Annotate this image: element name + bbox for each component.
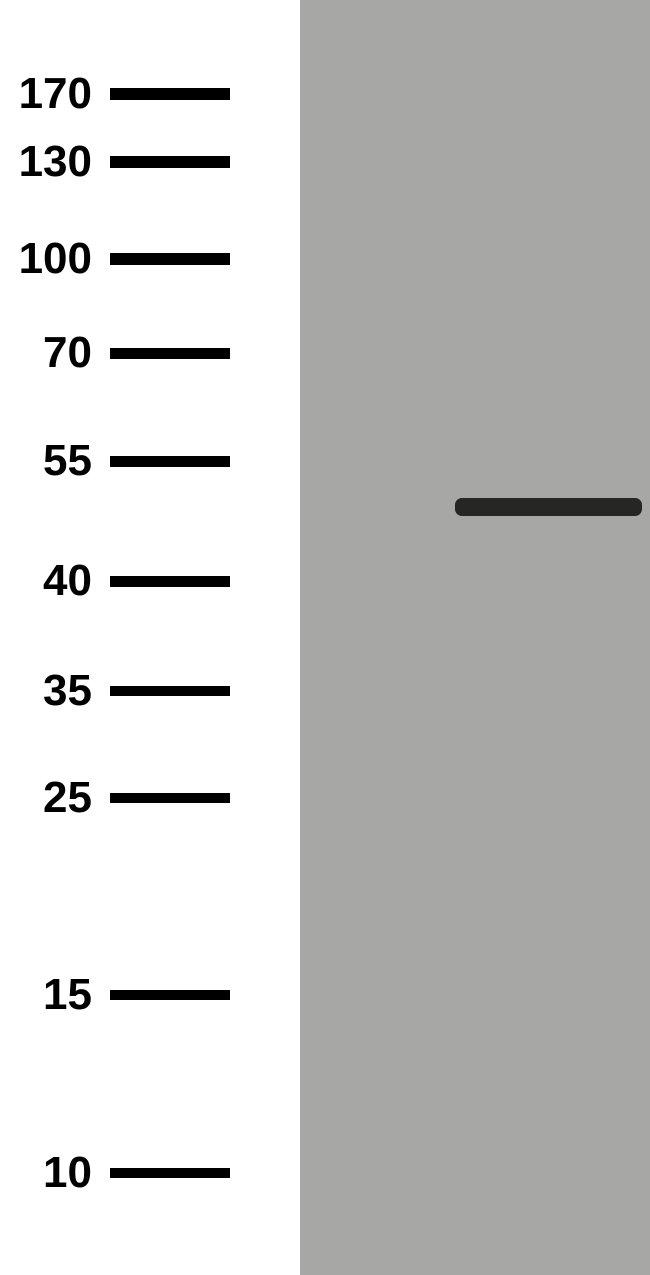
ladder-marker: 15 [0,970,280,1020]
molecular-weight-ladder: 170 130 100 70 55 40 35 25 15 10 [0,0,300,1275]
ladder-marker: 35 [0,666,280,716]
blot-membrane [300,0,650,1275]
ladder-marker-tick [110,88,230,100]
ladder-marker: 170 [0,69,280,119]
ladder-marker: 130 [0,137,280,187]
ladder-marker: 100 [0,234,280,284]
ladder-marker-label: 130 [0,137,110,187]
ladder-marker: 25 [0,773,280,823]
ladder-marker-label: 35 [0,666,110,716]
ladder-marker-label: 40 [0,556,110,606]
ladder-marker-tick [110,576,230,587]
ladder-marker-tick [110,990,230,1000]
ladder-marker-tick [110,1168,230,1178]
ladder-marker-label: 70 [0,328,110,378]
western-blot-figure: 170 130 100 70 55 40 35 25 15 10 [0,0,650,1275]
ladder-marker: 10 [0,1148,280,1198]
lane-2 [445,0,650,1275]
ladder-marker: 70 [0,328,280,378]
ladder-marker: 55 [0,436,280,486]
ladder-marker-tick [110,253,230,265]
ladder-marker-label: 100 [0,234,110,284]
ladder-marker-tick [110,456,230,467]
ladder-marker: 40 [0,556,280,606]
lane-1 [300,0,445,1275]
ladder-marker-label: 55 [0,436,110,486]
protein-band [455,498,642,516]
ladder-marker-label: 10 [0,1148,110,1198]
ladder-marker-label: 15 [0,970,110,1020]
ladder-marker-tick [110,793,230,803]
ladder-marker-tick [110,348,230,359]
ladder-marker-label: 170 [0,69,110,119]
ladder-marker-tick [110,686,230,696]
ladder-marker-tick [110,156,230,168]
ladder-marker-label: 25 [0,773,110,823]
